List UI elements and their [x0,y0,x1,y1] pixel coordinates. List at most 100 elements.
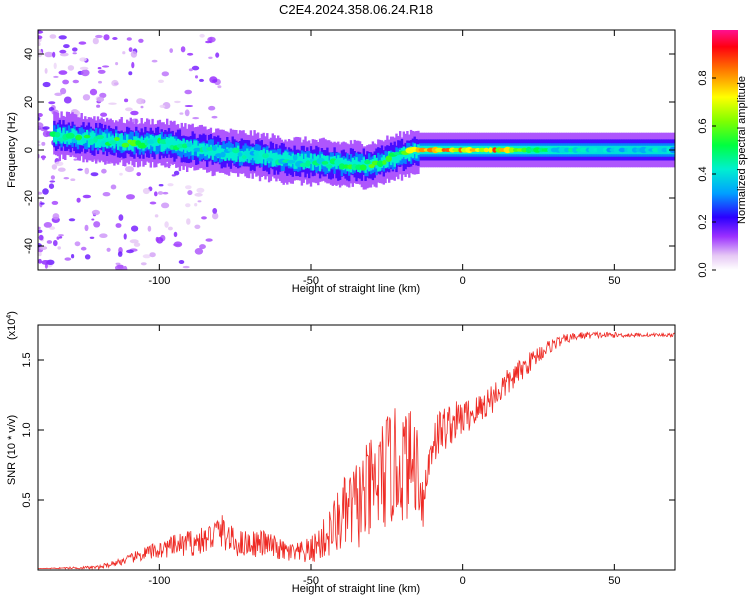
noise-blob [199,78,204,82]
noise-blob [96,96,105,102]
noise-blob [131,225,139,232]
noise-blob [131,61,135,69]
colorbar-tick-label: 0.6 [697,118,709,133]
noise-blob [78,41,87,45]
noise-blob [199,33,205,38]
noise-blob [96,104,101,108]
ridge-cell [291,153,294,165]
ridge-cell [126,134,129,146]
noise-blob [180,46,186,53]
noise-blob [187,52,194,56]
noise-blob [92,37,99,45]
noise-blob [108,102,117,105]
noise-blob [126,249,134,254]
ridge-cell [397,152,400,163]
noise-blob [169,48,173,53]
ridge-cell [373,155,376,166]
colorbar-tick-label: 0.0 [697,262,709,277]
noise-blob [130,110,139,116]
ridge-peak [137,142,147,149]
ridge-cell [207,147,211,159]
noise-blob [161,202,170,209]
ridge-peak [153,137,158,143]
ridge-peak [338,163,345,170]
snr-y-multiplier: (x104) [6,311,18,340]
noise-blob [173,170,180,176]
noise-blob [115,62,119,66]
ridge-cell [100,134,103,146]
ridge-cell [273,155,276,167]
ridge-cell [140,136,143,148]
noise-blob [212,212,219,220]
ridge-cell [395,152,398,163]
ridge-cell [247,152,251,163]
ridge-cell [164,138,167,150]
noise-blob [98,80,102,84]
ridge-cell [257,153,260,164]
noise-blob [100,112,108,117]
ridge-peak [572,147,579,153]
noise-blob [93,221,101,228]
noise-blob [67,65,75,71]
noise-blob [195,75,198,79]
noise-blob [157,191,164,195]
snr-x-tick-label: 0 [460,575,466,587]
noise-blob [77,168,83,171]
noise-blob [205,40,212,44]
noise-blob [124,98,129,103]
noise-blob [208,56,213,59]
noise-blob [128,47,133,52]
noise-blob [196,187,205,193]
ridge-cell [311,159,314,171]
noise-blob [80,246,87,251]
noise-blob [115,262,121,265]
noise-blob [42,81,51,88]
noise-blob [44,51,54,58]
ridge-peak [220,151,226,158]
ridge-cell [313,154,316,165]
ridge-peak [382,160,387,165]
noise-blob [112,37,118,40]
noise-blob [194,224,201,229]
noise-blob [41,155,46,161]
noise-blob [38,143,41,147]
noise-blob [64,257,72,261]
noise-blob [79,57,87,62]
noise-blob [79,66,89,70]
chart-title: C2E4.2024.358.06.24.R18 [279,2,433,17]
noise-blob [194,203,198,207]
ridge-cell [58,127,61,139]
snr-y-multiplier-exponent: 4 [6,315,13,319]
noise-blob [74,241,81,247]
spectrogram-x-tick-label: -100 [148,275,170,287]
noise-blob [147,225,152,232]
noise-blob [212,208,218,214]
noise-blob [106,247,111,252]
ridge-peak [65,132,75,139]
ridge-peak [121,142,130,148]
noise-blob [140,105,144,109]
noise-blob [124,107,133,112]
colorbar: 0.0 0.2 0.4 0.6 0.8 Normalized spectral ampl… [697,30,748,278]
snr-x-tick-label: -100 [148,575,170,587]
ridge-peak [286,159,296,164]
noise-blob [184,89,192,95]
ridge-peak [334,159,342,166]
ridge-cell [171,136,174,148]
colorbar-tick-label: 0.4 [697,166,709,181]
noise-blob [115,223,122,228]
colorbar-title: Normalized spectral amplitude [736,76,748,224]
ridge-cell [258,152,262,164]
spectrogram-y-axis-title: Frequency (Hz) [6,112,18,188]
noise-blob [102,65,110,68]
ridge-cell [98,137,102,148]
ridge-peak [483,147,489,153]
noise-blob [212,79,218,83]
noise-blob [122,51,126,55]
ridge-cell [340,157,344,169]
noise-blob [99,92,107,99]
noise-blob [41,141,46,146]
noise-blob [164,221,169,228]
noise-blob [125,166,134,173]
